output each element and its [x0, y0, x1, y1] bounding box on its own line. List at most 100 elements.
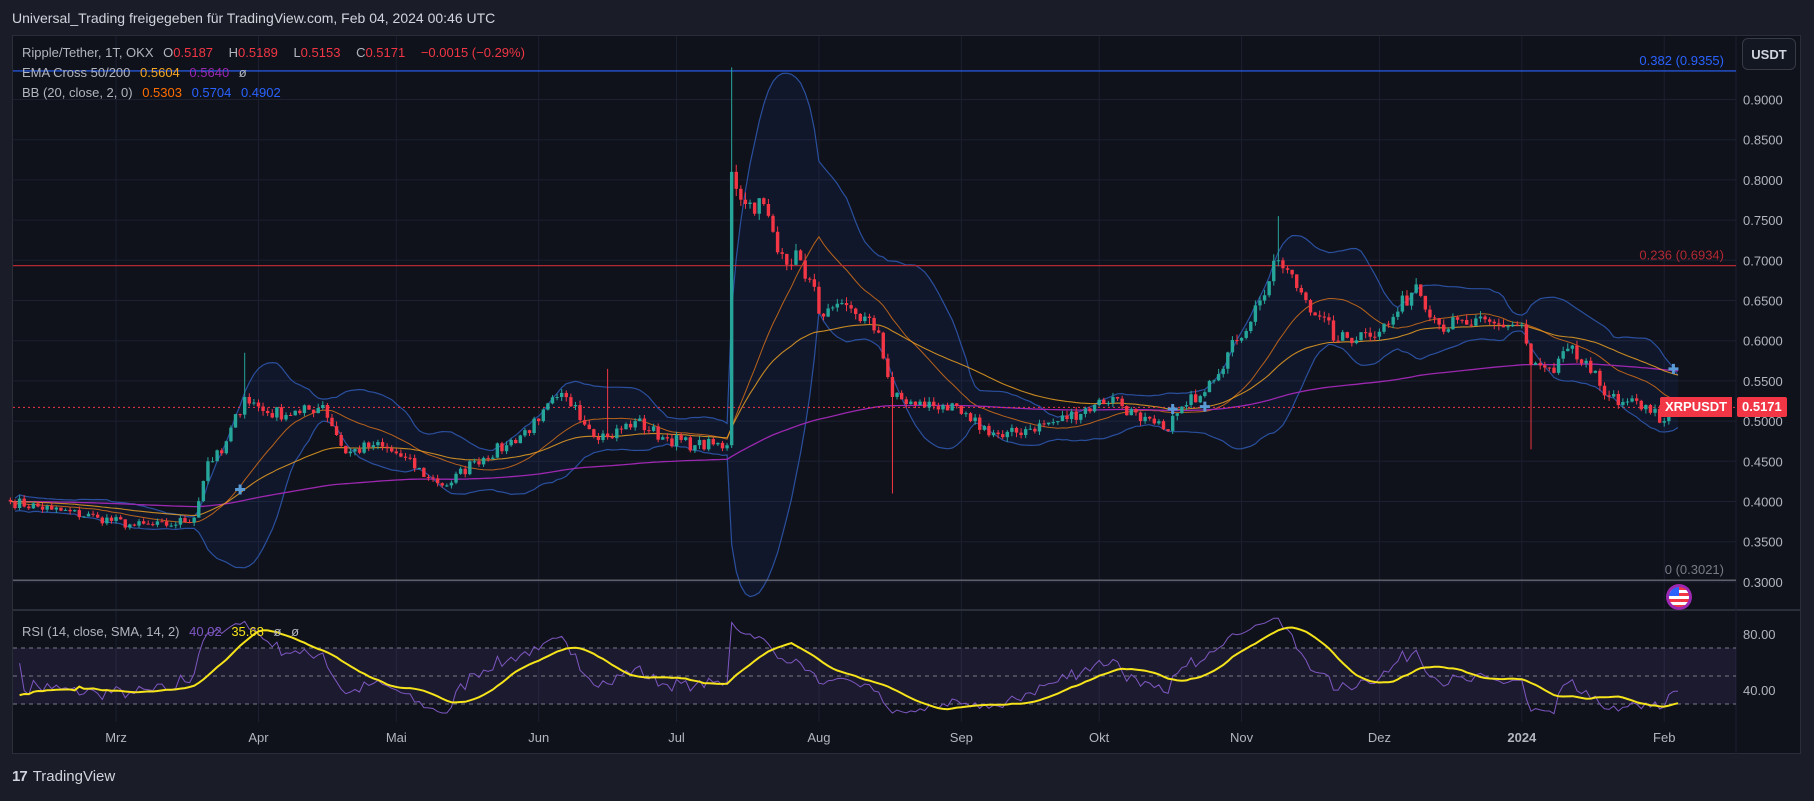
rsi-axis-label: 40.00	[1743, 683, 1776, 698]
candle-body	[449, 482, 454, 486]
candle-body	[1226, 352, 1230, 369]
high-value: 0.5189	[238, 45, 278, 60]
candle-body	[463, 468, 467, 475]
chart-panel[interactable]	[12, 35, 1801, 754]
candle-body	[624, 423, 628, 430]
candle-body	[1028, 428, 1032, 430]
candle-body	[261, 406, 265, 411]
candle-body	[582, 420, 587, 425]
footer: 17 TradingView	[12, 768, 115, 785]
us-flag-icon[interactable]	[1666, 584, 1692, 610]
symbol-legend[interactable]: Ripple/Tether, 1T, OKX O0.5187 H0.5189 L…	[22, 45, 531, 60]
ema-cross-marker-icon	[1668, 363, 1679, 374]
candle-body	[238, 414, 242, 416]
candle-body	[1212, 380, 1216, 382]
candle-body	[1120, 398, 1124, 407]
candle-body	[1111, 396, 1115, 403]
candle-body	[220, 450, 224, 454]
candle-body	[385, 446, 389, 449]
candle-body	[1373, 336, 1377, 338]
candle-body	[1566, 348, 1570, 352]
time-axis-label: Sep	[950, 730, 973, 745]
candle-body	[684, 437, 688, 440]
candle-body	[1308, 300, 1313, 313]
price-axis-label: 0.8000	[1743, 173, 1783, 188]
candle-body	[945, 405, 950, 411]
candle-body	[8, 499, 13, 502]
candle-body	[541, 409, 546, 422]
high-label: H	[228, 45, 239, 60]
candle-body	[210, 461, 215, 463]
candle-body	[1589, 360, 1593, 373]
candle-body	[509, 440, 513, 446]
candle-body	[559, 392, 564, 397]
candle-body	[1515, 324, 1519, 326]
candle-body	[1538, 362, 1542, 366]
candle-body	[1069, 411, 1074, 420]
candle-body	[973, 417, 977, 422]
currency-button[interactable]: USDT	[1742, 38, 1796, 70]
candle-body	[555, 396, 559, 398]
candle-body	[1161, 421, 1166, 430]
candle-body	[1474, 318, 1478, 326]
candle-body	[1579, 359, 1584, 364]
candle-body	[922, 401, 927, 408]
candle-body	[160, 521, 164, 523]
time-axis-label: Jun	[528, 730, 549, 745]
candle-body	[899, 392, 904, 400]
candle-body	[1203, 392, 1207, 397]
rsi-legend[interactable]: RSI (14, close, SMA, 14, 2) 40.02 35.68 …	[22, 624, 305, 639]
candle-body	[748, 202, 752, 205]
candle-body	[1630, 398, 1634, 402]
candle-body	[729, 171, 734, 446]
candle-body	[1400, 295, 1405, 312]
candle-body	[808, 278, 812, 280]
price-axis-label: 0.4000	[1743, 495, 1783, 510]
candle-body	[752, 202, 757, 214]
candle-body	[913, 401, 918, 406]
share-title: Universal_Trading freigegeben für Tradin…	[12, 10, 496, 26]
candle-body	[36, 503, 40, 507]
candle-body	[1607, 395, 1611, 397]
price-axis-label: 0.6500	[1743, 294, 1783, 309]
candle-body	[1575, 345, 1579, 360]
candle-body	[1483, 316, 1487, 320]
ema200-value: 0.5640	[189, 65, 230, 80]
candle-body	[1106, 402, 1111, 405]
candle-body	[697, 439, 702, 446]
candle-body	[863, 316, 867, 322]
candle-body	[587, 424, 591, 430]
candle-body	[279, 407, 284, 420]
candle-body	[321, 405, 325, 409]
candle-body	[605, 433, 610, 438]
candle-body	[1414, 284, 1418, 293]
bb-upper-value: 0.5704	[191, 85, 232, 100]
candle-body	[1019, 432, 1023, 436]
candle-body	[1317, 315, 1322, 317]
time-axis-label: Mai	[386, 730, 407, 745]
candle-body	[1083, 408, 1088, 414]
candle-body	[178, 518, 183, 525]
bb-legend[interactable]: BB (20, close, 2, 0) 0.5303 0.5704 0.490…	[22, 85, 287, 100]
candle-body	[109, 517, 114, 521]
candle-body	[141, 521, 146, 524]
candle-body	[936, 406, 941, 410]
candle-body	[647, 430, 651, 432]
candle-body	[1290, 269, 1294, 275]
low-value: 0.5153	[300, 45, 341, 60]
candle-body	[1134, 409, 1138, 413]
candle-body	[82, 516, 86, 518]
candle-body	[371, 445, 376, 448]
candle-body	[1533, 362, 1538, 365]
candle-body	[445, 485, 449, 487]
candle-body	[1143, 416, 1147, 422]
candle-body	[17, 498, 22, 509]
ema-legend[interactable]: EMA Cross 50/200 0.5604 0.5640 ø	[22, 65, 253, 80]
candle-body	[638, 418, 642, 422]
brand-name: TradingView	[32, 768, 116, 785]
ema-cross-marker-icon	[1167, 404, 1178, 415]
candle-body	[27, 506, 31, 509]
candle-body	[619, 428, 624, 430]
candle-body	[164, 521, 169, 526]
